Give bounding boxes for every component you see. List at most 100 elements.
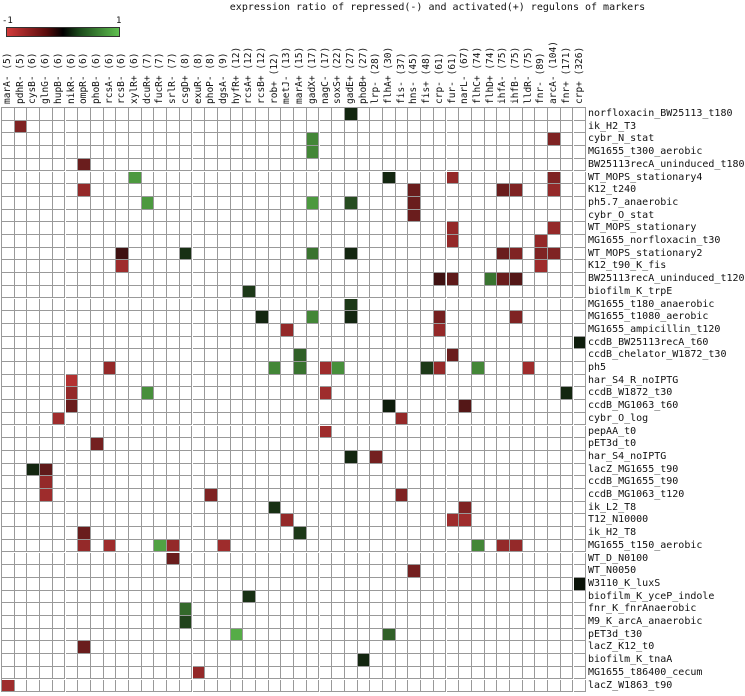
heatmap-cell bbox=[230, 171, 244, 185]
heatmap-cell bbox=[344, 400, 358, 413]
heatmap-cell bbox=[2, 679, 15, 693]
heatmap-cell bbox=[154, 438, 168, 451]
heatmap-cell bbox=[52, 222, 66, 235]
heatmap-cell bbox=[52, 565, 66, 578]
heatmap-cell bbox=[433, 603, 447, 616]
heatmap-cell bbox=[294, 273, 307, 286]
column-label: ihfB- (75) bbox=[510, 40, 523, 104]
heatmap-cell bbox=[294, 146, 307, 159]
heatmap-cell bbox=[471, 514, 485, 528]
heatmap-cell bbox=[433, 235, 447, 248]
heatmap-cell bbox=[103, 628, 117, 642]
heatmap-cell bbox=[129, 171, 142, 185]
heatmap-cell bbox=[510, 666, 523, 680]
heatmap-cell bbox=[65, 209, 79, 223]
heatmap-cell bbox=[217, 552, 231, 566]
heatmap-cell bbox=[535, 425, 549, 439]
heatmap-cell bbox=[116, 552, 129, 566]
heatmap-cell bbox=[535, 489, 549, 502]
heatmap-cell bbox=[357, 184, 371, 197]
column-label-text: pdhR- (5) bbox=[14, 52, 26, 104]
heatmap-cell bbox=[357, 285, 371, 299]
heatmap-cell bbox=[484, 400, 498, 413]
column-label: hns- (45) bbox=[408, 40, 421, 104]
heatmap-cell bbox=[179, 323, 193, 337]
heatmap-cell bbox=[116, 222, 129, 235]
heatmap-cell bbox=[471, 222, 485, 235]
heatmap-cell bbox=[408, 489, 422, 502]
heatmap-cell bbox=[497, 362, 510, 375]
heatmap-cell bbox=[433, 628, 447, 642]
heatmap-cell bbox=[548, 349, 561, 362]
heatmap-cell bbox=[446, 616, 460, 629]
heatmap-cell bbox=[344, 108, 358, 121]
heatmap-cell bbox=[116, 133, 129, 147]
heatmap-cell bbox=[408, 298, 422, 312]
heatmap-cell bbox=[2, 552, 15, 566]
heatmap-cell bbox=[192, 489, 206, 502]
heatmap-cell bbox=[116, 616, 129, 629]
heatmap-cell bbox=[230, 260, 244, 274]
heatmap-cell bbox=[510, 616, 523, 629]
column-label: dgsA- (9) bbox=[218, 40, 231, 104]
column-label-text: flhA+ (30) bbox=[383, 46, 394, 104]
heatmap-cell bbox=[408, 527, 422, 540]
heatmap-cell bbox=[141, 463, 155, 477]
heatmap-cell bbox=[217, 273, 231, 286]
column-label-text: fucR+ (7) bbox=[154, 52, 166, 104]
column-label: crp+ (326) bbox=[574, 40, 587, 104]
heatmap-cell bbox=[179, 438, 193, 451]
heatmap-cell bbox=[90, 120, 104, 134]
column-label-text: glnG- (6) bbox=[40, 52, 52, 104]
heatmap-cell bbox=[90, 209, 104, 223]
heatmap-cell bbox=[192, 273, 206, 286]
heatmap-cell bbox=[522, 565, 536, 578]
heatmap-cell bbox=[27, 489, 41, 502]
heatmap-cell bbox=[167, 235, 180, 248]
heatmap-cell bbox=[179, 641, 193, 655]
heatmap-cell bbox=[408, 120, 422, 134]
heatmap-cell bbox=[103, 450, 117, 464]
heatmap-cell bbox=[268, 298, 282, 312]
heatmap-cell bbox=[383, 565, 396, 578]
heatmap-cell bbox=[129, 616, 142, 629]
heatmap-cell bbox=[14, 628, 28, 642]
heatmap-cell bbox=[141, 514, 155, 528]
heatmap-cell bbox=[167, 425, 180, 439]
heatmap-cell bbox=[14, 311, 28, 324]
heatmap-cell bbox=[256, 666, 269, 680]
heatmap-cell bbox=[471, 196, 485, 210]
heatmap-cell bbox=[306, 450, 320, 464]
heatmap-cell bbox=[357, 247, 371, 261]
heatmap-cell bbox=[14, 616, 28, 629]
heatmap-cell bbox=[383, 489, 396, 502]
heatmap-cell bbox=[535, 273, 549, 286]
heatmap-cell bbox=[522, 247, 536, 261]
heatmap-cell bbox=[459, 565, 472, 578]
heatmap-cell bbox=[383, 108, 396, 121]
heatmap-cell bbox=[256, 679, 269, 693]
heatmap-cell bbox=[103, 666, 117, 680]
heatmap-cell bbox=[154, 247, 168, 261]
heatmap-cell bbox=[167, 247, 180, 261]
row-label: lacZ_W1863_t90 bbox=[588, 679, 673, 691]
heatmap-cell bbox=[395, 184, 409, 197]
heatmap-cell bbox=[52, 273, 66, 286]
heatmap-cell bbox=[192, 184, 206, 197]
heatmap-cell bbox=[65, 501, 79, 515]
heatmap-cell bbox=[217, 235, 231, 248]
heatmap-cell bbox=[471, 133, 485, 147]
heatmap-cell bbox=[78, 247, 91, 261]
heatmap-cell bbox=[421, 247, 434, 261]
heatmap-cell bbox=[548, 501, 561, 515]
heatmap-cell bbox=[52, 133, 66, 147]
heatmap-cell bbox=[52, 158, 66, 172]
heatmap-cell bbox=[433, 158, 447, 172]
heatmap-cell bbox=[281, 196, 295, 210]
heatmap-cell bbox=[459, 400, 472, 413]
heatmap-cell bbox=[332, 209, 345, 223]
heatmap-cell bbox=[192, 603, 206, 616]
heatmap-cell bbox=[522, 425, 536, 439]
heatmap-cell bbox=[65, 539, 79, 553]
heatmap-cell bbox=[141, 273, 155, 286]
